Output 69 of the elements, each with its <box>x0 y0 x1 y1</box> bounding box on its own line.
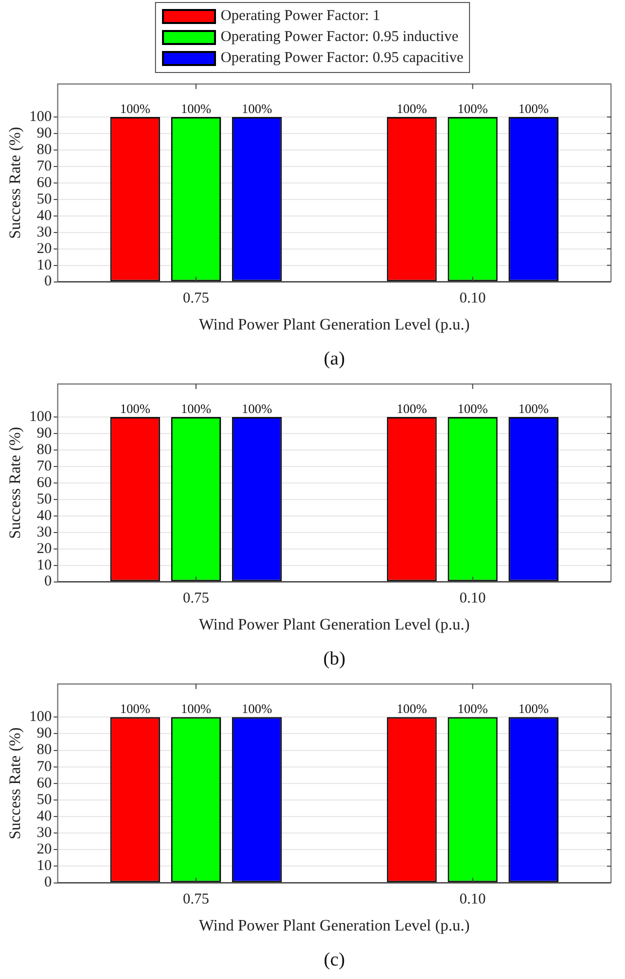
y-tick-label: 80 <box>36 742 52 758</box>
data-label: 100% <box>396 100 428 116</box>
data-label: 100% <box>242 400 272 416</box>
y-tick-label: 10 <box>36 858 52 874</box>
data-label: 100% <box>518 100 549 116</box>
x-axis-title: Wind Power Plant Generation Level (p.u.) <box>198 616 470 634</box>
y-tick-label: 90 <box>36 125 52 142</box>
data-label: 100% <box>120 100 150 116</box>
x-tick-label: 0.10 <box>460 290 486 307</box>
x-tick-label: 0.75 <box>182 290 210 307</box>
data-label: 100% <box>396 400 428 416</box>
y-tick-label: 70 <box>36 758 52 775</box>
y-tick-label: 0 <box>44 874 52 891</box>
text: (b) <box>323 648 346 670</box>
y-tick-label: 10 <box>36 257 52 274</box>
data-label: 100% <box>458 400 488 416</box>
y-tick-label: 20 <box>36 842 52 858</box>
y-tick-label: 30 <box>36 524 52 540</box>
y-tick-label: 90 <box>36 726 52 742</box>
data-label: 100% <box>180 400 212 416</box>
data-label: 100% <box>180 701 212 716</box>
y-tick-label: 60 <box>36 775 52 792</box>
y-tick-label: 80 <box>36 442 52 458</box>
y-tick-label: 100 <box>29 408 52 425</box>
x-tick-label: 0.75 <box>182 892 210 908</box>
y-tick-label: 30 <box>36 224 52 240</box>
y-tick-label: 0 <box>44 274 52 290</box>
y-tick-label: 0 <box>44 574 52 590</box>
data-label: 100% <box>242 701 272 716</box>
y-tick-label: 100 <box>29 108 52 125</box>
text: (c) <box>324 949 345 970</box>
y-tick-label: 60 <box>36 474 52 491</box>
data-label: 100% <box>518 400 549 416</box>
data-label: 100% <box>180 100 212 116</box>
legend-label: Operating Power Factor: 1 <box>220 8 380 25</box>
data-label: 100% <box>518 701 549 716</box>
data-label: 100% <box>458 701 488 716</box>
x-tick-label: 0.75 <box>182 590 210 607</box>
data-label: 100% <box>396 701 428 716</box>
y-tick-label: 70 <box>36 458 52 474</box>
data-label: 100% <box>120 400 150 416</box>
y-tick-label: 60 <box>36 174 52 191</box>
y-tick-label: 70 <box>36 158 52 174</box>
y-tick-label: 10 <box>36 557 52 574</box>
y-tick-label: 40 <box>36 508 52 524</box>
data-label: 100% <box>120 701 150 716</box>
data-label: 100% <box>458 100 488 116</box>
text: (a) <box>324 348 345 370</box>
y-axis-title: Success Rate (%) <box>6 126 24 239</box>
x-axis-title: Wind Power Plant Generation Level (p.u.) <box>198 316 470 334</box>
y-tick-label: 30 <box>36 825 52 842</box>
legend-label: Operating Power Factor: 0.95 inductive <box>220 29 458 46</box>
y-tick-label: 50 <box>36 191 52 208</box>
y-tick-label: 50 <box>36 792 52 808</box>
y-tick-label: 90 <box>36 425 52 442</box>
y-axis-title: Success Rate (%) <box>6 426 24 539</box>
y-tick-label: 20 <box>36 240 52 257</box>
legend-label: Operating Power Factor: 0.95 capacitive <box>220 50 464 67</box>
y-tick-label: 100 <box>29 709 52 726</box>
y-tick-label: 80 <box>36 142 52 158</box>
y-tick-label: 40 <box>36 208 52 224</box>
y-tick-label: 50 <box>36 491 52 508</box>
x-axis-title: Wind Power Plant Generation Level (p.u.) <box>198 918 470 935</box>
y-tick-label: 20 <box>36 540 52 557</box>
y-axis-title: Success Rate (%) <box>6 727 24 840</box>
x-tick-label: 0.10 <box>460 892 486 908</box>
y-tick-label: 40 <box>36 808 52 824</box>
data-label: 100% <box>242 100 272 116</box>
x-tick-label: 0.10 <box>460 590 486 607</box>
